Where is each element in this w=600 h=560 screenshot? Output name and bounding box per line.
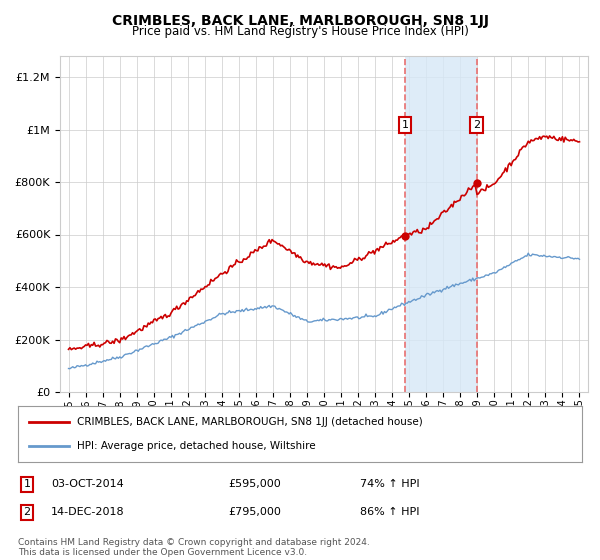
Text: 2: 2 bbox=[23, 507, 31, 517]
Text: CRIMBLES, BACK LANE, MARLBOROUGH, SN8 1JJ (detached house): CRIMBLES, BACK LANE, MARLBOROUGH, SN8 1J… bbox=[77, 417, 423, 427]
Text: HPI: Average price, detached house, Wiltshire: HPI: Average price, detached house, Wilt… bbox=[77, 441, 316, 451]
Text: 86% ↑ HPI: 86% ↑ HPI bbox=[360, 507, 419, 517]
Text: 1: 1 bbox=[23, 479, 31, 489]
Text: 1: 1 bbox=[401, 120, 409, 130]
Text: Contains HM Land Registry data © Crown copyright and database right 2024.
This d: Contains HM Land Registry data © Crown c… bbox=[18, 538, 370, 557]
Text: 03-OCT-2014: 03-OCT-2014 bbox=[51, 479, 124, 489]
Text: Price paid vs. HM Land Registry's House Price Index (HPI): Price paid vs. HM Land Registry's House … bbox=[131, 25, 469, 38]
Text: £795,000: £795,000 bbox=[228, 507, 281, 517]
Bar bbox=[405, 56, 476, 392]
Text: 2: 2 bbox=[473, 120, 480, 130]
Text: 74% ↑ HPI: 74% ↑ HPI bbox=[360, 479, 419, 489]
Text: CRIMBLES, BACK LANE, MARLBOROUGH, SN8 1JJ: CRIMBLES, BACK LANE, MARLBOROUGH, SN8 1J… bbox=[112, 14, 488, 28]
Text: £595,000: £595,000 bbox=[228, 479, 281, 489]
Text: 14-DEC-2018: 14-DEC-2018 bbox=[51, 507, 125, 517]
